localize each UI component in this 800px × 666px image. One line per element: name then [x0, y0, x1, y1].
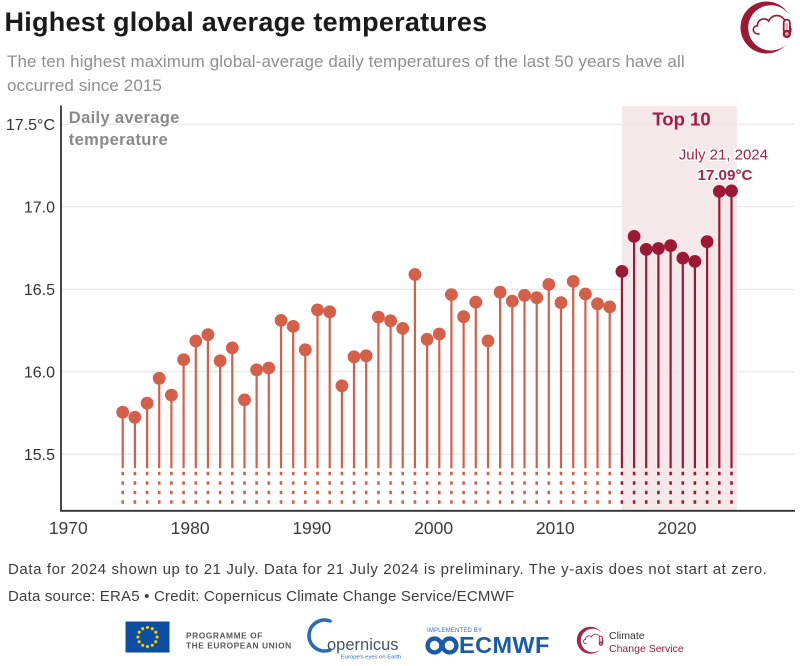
svg-text:2000: 2000 — [414, 518, 453, 538]
svg-text:opernicus: opernicus — [327, 636, 399, 654]
svg-text:Change Service: Change Service — [609, 643, 684, 655]
svg-text:THE EUROPEAN UNION: THE EUROPEAN UNION — [186, 641, 292, 651]
svg-text:17.0: 17.0 — [24, 199, 55, 216]
svg-text:Top 10: Top 10 — [652, 108, 710, 129]
svg-text:Europe's eyes on Earth: Europe's eyes on Earth — [341, 655, 401, 661]
svg-text:2020: 2020 — [658, 518, 697, 538]
svg-text:Daily average: Daily average — [69, 109, 180, 127]
svg-text:PROGRAMME OF: PROGRAMME OF — [186, 631, 263, 641]
svg-text:16.0: 16.0 — [24, 364, 55, 381]
svg-text:temperature: temperature — [69, 131, 168, 149]
svg-text:1980: 1980 — [171, 518, 210, 538]
svg-text:17.5°C: 17.5°C — [6, 117, 55, 134]
svg-text:IMPLEMENTED BY: IMPLEMENTED BY — [427, 628, 482, 634]
svg-text:15.5: 15.5 — [24, 447, 55, 464]
svg-text:July 21, 2024: July 21, 2024 — [679, 146, 768, 163]
svg-text:Climate: Climate — [609, 630, 645, 642]
svg-text:17.09°C: 17.09°C — [697, 167, 752, 184]
svg-text:2010: 2010 — [536, 518, 575, 538]
svg-text:16.5: 16.5 — [24, 282, 55, 299]
svg-text:1970: 1970 — [49, 518, 88, 538]
svg-text:ECMWF: ECMWF — [459, 632, 550, 658]
svg-text:1990: 1990 — [292, 518, 331, 538]
